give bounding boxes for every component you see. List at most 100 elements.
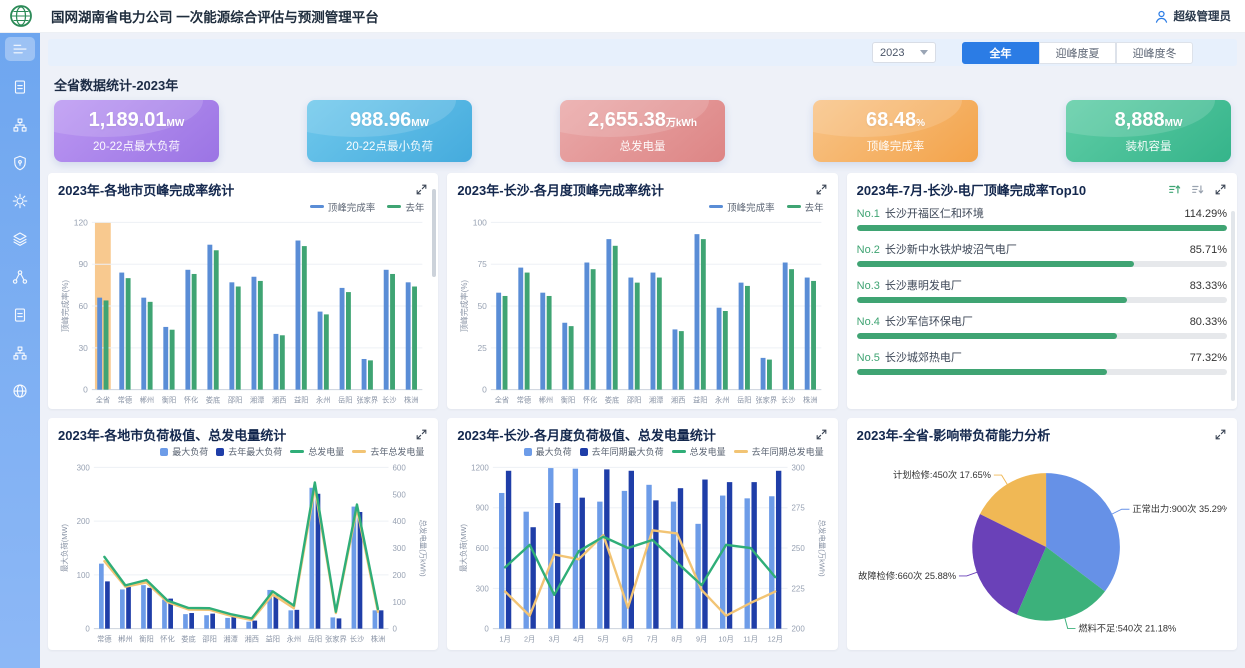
stat-unit: MW	[1164, 117, 1183, 129]
top10-bar-track	[856, 333, 1227, 339]
legend-item[interactable]: 总发电量	[671, 445, 726, 458]
top10-row: No.1 长沙开福区仁和环境 114.29%	[856, 205, 1227, 231]
sidebar-item-relations[interactable]	[5, 265, 35, 289]
legend-item[interactable]: 去年同期总发电量	[733, 445, 824, 458]
top10-bar-fill	[856, 261, 1135, 267]
top10-plant-name: 长沙城郊热电厂	[884, 352, 962, 364]
svg-text:60: 60	[78, 301, 88, 311]
svg-text:张家界: 张家界	[756, 396, 778, 405]
svg-text:100: 100	[473, 217, 487, 227]
top10-bar-fill	[856, 225, 1227, 231]
top10-row: No.5 长沙城郊热电厂 77.32%	[856, 349, 1227, 375]
top10-value: 114.29%	[1184, 208, 1227, 220]
legend-item[interactable]: 顶峰完成率	[709, 200, 775, 214]
svg-text:邵阳: 邵阳	[228, 396, 243, 405]
top10-bar-track	[856, 369, 1227, 375]
svg-text:湘西: 湘西	[272, 396, 287, 405]
svg-text:11月: 11月	[744, 635, 759, 644]
top10-row: No.4 长沙军信环保电厂 80.33%	[856, 313, 1227, 339]
svg-text:娄底: 娄底	[181, 635, 196, 644]
expand-icon[interactable]	[415, 183, 428, 196]
expand-icon[interactable]	[1214, 428, 1227, 441]
sort-descending-icon[interactable]	[1191, 183, 1205, 197]
top10-plant-name: 长沙新中水铁炉坡沼气电厂	[884, 244, 1017, 256]
svg-text:张家界: 张家界	[325, 635, 347, 644]
svg-text:衡阳: 衡阳	[139, 635, 154, 644]
user-menu[interactable]: 超级管理员	[1154, 8, 1232, 24]
svg-text:0: 0	[83, 385, 88, 395]
sidebar-item-report[interactable]	[5, 75, 35, 99]
panel-changsha-monthly-load: 2023年-长沙-各月度负荷极值、总发电量统计 最大负荷 去年同期最大负荷 总发电量…	[447, 418, 838, 650]
sidebar-item-docs[interactable]	[5, 303, 35, 327]
layers-icon	[13, 232, 27, 246]
chevron-down-icon	[920, 50, 928, 55]
tab-winter-peak[interactable]: 迎峰度冬	[1116, 41, 1193, 64]
legend-item[interactable]: 总发电量	[290, 445, 344, 458]
sidebar-item-topology[interactable]	[5, 341, 35, 365]
user-name: 超级管理员	[1173, 11, 1232, 23]
document-icon	[14, 308, 26, 322]
sort-ascending-icon[interactable]	[1168, 183, 1182, 197]
svg-text:100: 100	[77, 571, 91, 580]
legend-item[interactable]: 顶峰完成率	[309, 200, 375, 214]
expand-icon[interactable]	[1214, 183, 1227, 196]
svg-text:郴州: 郴州	[140, 396, 155, 405]
sidebar-item-layers[interactable]	[5, 227, 35, 251]
stat-value: 8,888	[1114, 108, 1165, 131]
stats-section-title: 全省数据统计-2023年	[54, 78, 179, 93]
svg-text:永州: 永州	[287, 635, 302, 644]
gear-icon	[12, 193, 28, 209]
svg-text:常德: 常德	[118, 396, 133, 405]
globe-icon	[13, 384, 27, 398]
top10-rank: No.3	[856, 280, 880, 292]
top10-plant-name: 长沙开福区仁和环境	[884, 208, 984, 220]
shield-icon	[14, 155, 26, 171]
tab-full-year[interactable]: 全年	[962, 41, 1039, 64]
legend-item[interactable]: 去年同期最大负荷	[579, 445, 664, 458]
sidebar-item-settings[interactable]	[5, 189, 35, 213]
svg-text:300: 300	[476, 584, 490, 593]
svg-text:4月: 4月	[573, 635, 584, 644]
svg-text:1月: 1月	[500, 635, 511, 644]
svg-text:娄底: 娄底	[605, 396, 620, 405]
year-select[interactable]: 2023	[872, 42, 936, 63]
svg-text:最大负荷(MW): 最大负荷(MW)	[458, 524, 468, 573]
panel-scrollbar[interactable]	[1231, 211, 1235, 401]
city-load-combo-chart: 0 100 200 300 0 100 200 300 400 500 600 常德 郴州 衡阳 怀化 娄底邵…	[58, 459, 428, 647]
svg-text:益阳: 益阳	[693, 396, 708, 405]
panel-scrollbar[interactable]	[432, 189, 437, 277]
svg-text:怀化: 怀化	[184, 396, 199, 405]
legend-item[interactable]: 去年最大负荷	[216, 445, 282, 458]
svg-text:长沙: 长沙	[781, 396, 796, 405]
top10-plant-name: 长沙军信环保电厂	[884, 316, 973, 328]
sidebar-item-global[interactable]	[5, 379, 35, 403]
svg-text:邵阳: 邵阳	[202, 635, 217, 644]
sidebar	[0, 33, 40, 668]
sidebar-item-security[interactable]	[5, 151, 35, 175]
menu-icon	[13, 44, 27, 54]
svg-text:常德: 常德	[97, 635, 112, 644]
stat-card-max-load: 1,189.01MW 20-22点最大负荷	[54, 100, 219, 162]
legend-item[interactable]: 去年	[786, 200, 824, 214]
svg-text:娄底: 娄底	[206, 396, 221, 405]
panel-title: 2023年-长沙-各月度负荷极值、总发电量统计	[457, 428, 716, 443]
panel-plant-top10: 2023年-7月-长沙-电厂顶峰完成率Top10 No.1 长沙开福区仁和环境 …	[846, 173, 1237, 409]
svg-text:故障检修:660次 25.88%: 故障检修:660次 25.88%	[858, 570, 956, 581]
tab-summer-peak[interactable]: 迎峰度夏	[1039, 41, 1116, 64]
expand-icon[interactable]	[815, 428, 828, 441]
period-button-group: 全年 迎峰度夏 迎峰度冬	[962, 41, 1193, 64]
legend-item[interactable]: 去年总发电量	[352, 445, 424, 458]
top10-rank: No.5	[856, 352, 880, 364]
expand-icon[interactable]	[815, 183, 828, 196]
sidebar-item-structure[interactable]	[5, 113, 35, 137]
svg-text:90: 90	[78, 259, 88, 269]
page-title: 国网湖南省电力公司 一次能源综合评估与预测管理平台	[51, 10, 379, 25]
legend-item[interactable]: 去年	[387, 200, 424, 214]
top10-bar-track	[856, 225, 1227, 231]
stat-label: 20-22点最小负荷	[346, 140, 433, 153]
legend-item[interactable]: 最大负荷	[160, 445, 208, 458]
expand-icon[interactable]	[415, 428, 428, 441]
svg-text:8月: 8月	[672, 635, 683, 644]
sidebar-item-menu[interactable]	[5, 37, 35, 61]
legend-item[interactable]: 最大负荷	[523, 445, 572, 458]
